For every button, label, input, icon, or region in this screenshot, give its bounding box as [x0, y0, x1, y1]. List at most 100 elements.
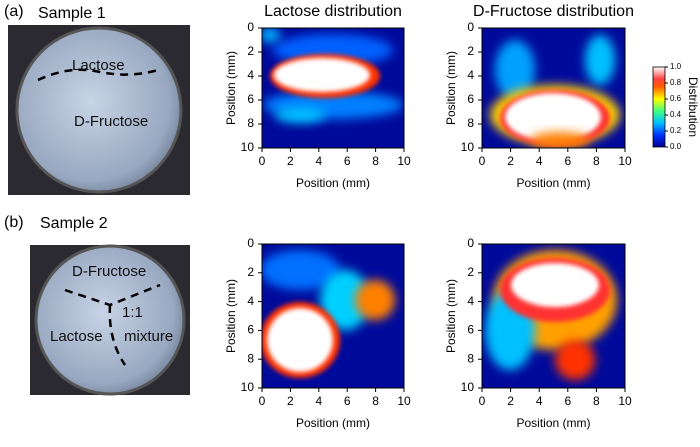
panel-label: (a)	[4, 3, 24, 20]
y-axis-label: Position (mm)	[224, 51, 238, 125]
plot-frame	[481, 27, 626, 149]
x-tick-label: 8	[372, 394, 379, 408]
sample-disc	[15, 26, 183, 194]
colorbar-tick-label: 0.2	[670, 126, 682, 135]
colorbar-label: Distribution	[686, 77, 700, 137]
y-tick-label: 2	[467, 44, 474, 58]
x-tick-label: 6	[564, 154, 571, 168]
x-tick-label: 0	[479, 154, 486, 168]
intensity-region	[275, 107, 325, 123]
x-tick-label: 8	[593, 154, 600, 168]
heatmap-image	[262, 244, 404, 388]
colorbar-tick-label: 0.4	[670, 110, 682, 119]
intensity-region	[262, 250, 340, 290]
x-tick-label: 0	[479, 394, 486, 408]
x-tick-label: 10	[618, 394, 632, 408]
intensity-region	[505, 93, 601, 141]
plot-frame	[261, 243, 405, 389]
x-axis-label: Position (mm)	[296, 176, 370, 190]
colorbar-tick-label: 0.0	[670, 142, 682, 151]
y-tick-label: 4	[467, 68, 474, 82]
y-tick-label: 6	[467, 323, 474, 337]
photo-label: Lactose	[50, 328, 103, 345]
y-tick-label: 8	[247, 351, 254, 365]
y-tick-label: 0	[247, 20, 254, 34]
y-tick-label: 2	[247, 265, 254, 279]
intensity-region	[267, 308, 333, 372]
colorbar-tick-label: 1.0	[670, 62, 682, 71]
plot-frame	[481, 243, 626, 389]
x-tick-label: 0	[259, 154, 266, 168]
x-tick-label: 2	[287, 394, 294, 408]
y-tick-label: 10	[241, 140, 255, 154]
y-tick-label: 0	[467, 20, 474, 34]
x-tick-label: 6	[344, 394, 351, 408]
y-tick-label: 2	[467, 265, 474, 279]
y-axis-label: Position (mm)	[444, 51, 458, 125]
x-tick-label: 0	[259, 394, 266, 408]
y-tick-label: 6	[467, 92, 474, 106]
boundary	[37, 68, 159, 82]
x-tick-label: 4	[315, 394, 322, 408]
x-axis-label: Position (mm)	[516, 416, 590, 430]
intensity-region	[495, 40, 535, 100]
intensity-region	[585, 35, 615, 85]
heatmap-image	[262, 28, 404, 148]
colorbar	[652, 66, 666, 148]
heatmap-image	[482, 28, 625, 148]
sample-title: Sample 1	[38, 5, 106, 22]
photo-label: D-Fructose	[74, 113, 148, 130]
y-tick-label: 8	[467, 116, 474, 130]
x-tick-label: 6	[564, 394, 571, 408]
x-tick-label: 4	[315, 154, 322, 168]
photo-label: mixture	[124, 328, 173, 345]
x-tick-label: 2	[507, 394, 514, 408]
y-axis-label: Position (mm)	[444, 279, 458, 353]
x-axis-label: Position (mm)	[516, 176, 590, 190]
x-axis-label: Position (mm)	[296, 416, 370, 430]
y-tick-label: 6	[247, 92, 254, 106]
y-tick-label: 8	[247, 116, 254, 130]
y-tick-label: 4	[247, 68, 254, 82]
photo-label: 1:1	[122, 304, 143, 321]
x-tick-label: 10	[618, 154, 632, 168]
intensity-region	[355, 280, 395, 320]
boundary	[64, 283, 161, 366]
intensity-region	[320, 270, 370, 330]
y-tick-label: 8	[467, 351, 474, 365]
panel-label: (b)	[4, 214, 24, 231]
colorbar-tick-label: 0.6	[670, 94, 682, 103]
intensity-region	[511, 263, 599, 307]
intensity-region	[530, 132, 590, 148]
x-tick-label: 6	[344, 154, 351, 168]
photo-label: Lactose	[72, 57, 125, 74]
photo-label: D-Fructose	[72, 263, 146, 280]
x-tick-label: 4	[536, 154, 543, 168]
x-tick-label: 10	[397, 154, 411, 168]
y-tick-label: 0	[247, 236, 254, 250]
x-tick-label: 8	[593, 394, 600, 408]
y-tick-label: 10	[461, 380, 475, 394]
y-tick-label: 4	[467, 294, 474, 308]
intensity-region	[555, 340, 595, 380]
heatmap-image	[482, 244, 625, 388]
x-tick-label: 8	[372, 154, 379, 168]
y-tick-label: 4	[247, 294, 254, 308]
plot-frame	[261, 27, 405, 149]
intensity-region	[274, 58, 370, 92]
sample-title: Sample 2	[40, 215, 108, 232]
y-tick-label: 2	[247, 44, 254, 58]
chart-title: Lactose distribution	[264, 3, 402, 20]
y-tick-label: 6	[247, 323, 254, 337]
y-tick-label: 10	[461, 140, 475, 154]
x-tick-label: 2	[507, 154, 514, 168]
x-tick-label: 2	[287, 154, 294, 168]
intensity-region	[262, 28, 280, 43]
x-tick-label: 10	[397, 394, 411, 408]
y-tick-label: 0	[467, 236, 474, 250]
x-tick-label: 4	[536, 394, 543, 408]
y-tick-label: 10	[241, 380, 255, 394]
chart-title: D-Fructose distribution	[473, 3, 634, 20]
colorbar-tick-label: 0.8	[670, 78, 682, 87]
